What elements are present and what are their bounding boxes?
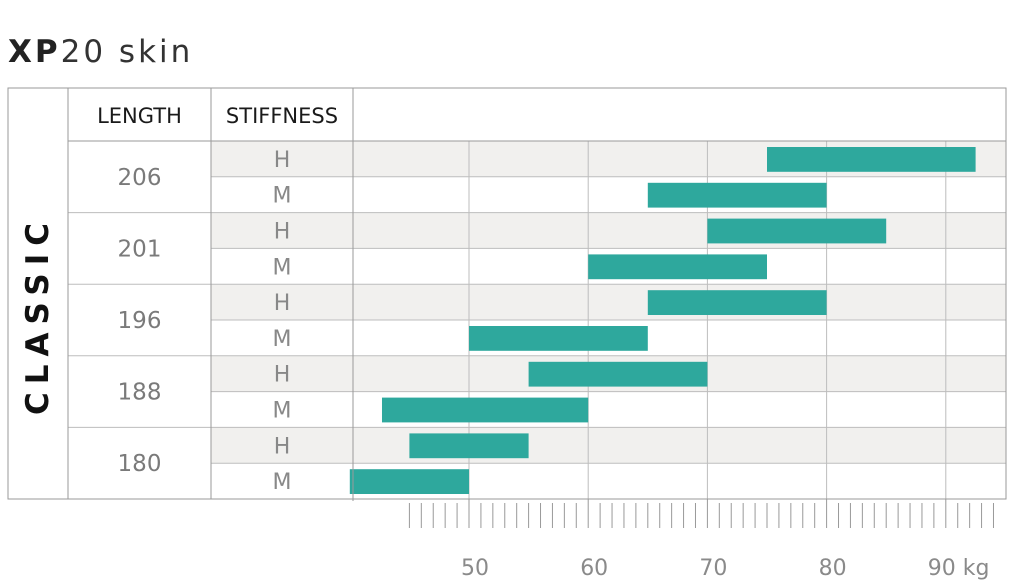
stiffness-label: H bbox=[274, 434, 291, 459]
x-tick-label: 50 bbox=[461, 556, 489, 581]
stiffness-label: H bbox=[274, 148, 291, 173]
stiffness-label: M bbox=[273, 399, 292, 424]
x-tick-label: 90 kg bbox=[928, 556, 990, 581]
length-header: LENGTH bbox=[97, 104, 182, 128]
x-tick-label: 70 bbox=[699, 556, 727, 581]
range-bar bbox=[528, 361, 708, 387]
stiffness-label: H bbox=[274, 220, 291, 245]
length-label: 206 bbox=[118, 165, 162, 191]
range-bar bbox=[647, 290, 827, 315]
range-bar bbox=[469, 326, 648, 351]
stiffness-header: STIFFNESS bbox=[226, 104, 338, 128]
length-label: 201 bbox=[118, 236, 162, 262]
title-model: XP bbox=[8, 34, 61, 70]
row-stripe bbox=[211, 284, 1006, 320]
range-bar bbox=[647, 182, 827, 208]
title-variant: 20 skin bbox=[60, 34, 194, 70]
table-frame bbox=[7, 87, 1007, 500]
range-bar bbox=[381, 397, 589, 423]
stiffness-label: M bbox=[273, 470, 292, 495]
chart-title: XP20 skin bbox=[8, 34, 193, 70]
row-stripe bbox=[211, 427, 1006, 464]
range-bar bbox=[707, 218, 887, 244]
length-label: 180 bbox=[118, 451, 162, 477]
range-bar bbox=[588, 254, 767, 280]
length-label: 196 bbox=[118, 308, 162, 334]
range-bar bbox=[349, 469, 469, 494]
range-bar bbox=[767, 147, 976, 172]
stiffness-label: H bbox=[274, 363, 291, 388]
row-stripe bbox=[211, 212, 1006, 249]
stiffness-label: H bbox=[274, 291, 291, 316]
x-tick-label: 60 bbox=[580, 556, 608, 581]
side-label: CLASSIC bbox=[20, 215, 56, 415]
stiffness-label: M bbox=[273, 327, 292, 352]
x-tick-label: 80 bbox=[819, 556, 847, 581]
stiffness-label: M bbox=[273, 255, 292, 280]
range-bar bbox=[409, 433, 529, 459]
length-label: 188 bbox=[118, 380, 162, 406]
stiffness-label: M bbox=[273, 184, 292, 209]
